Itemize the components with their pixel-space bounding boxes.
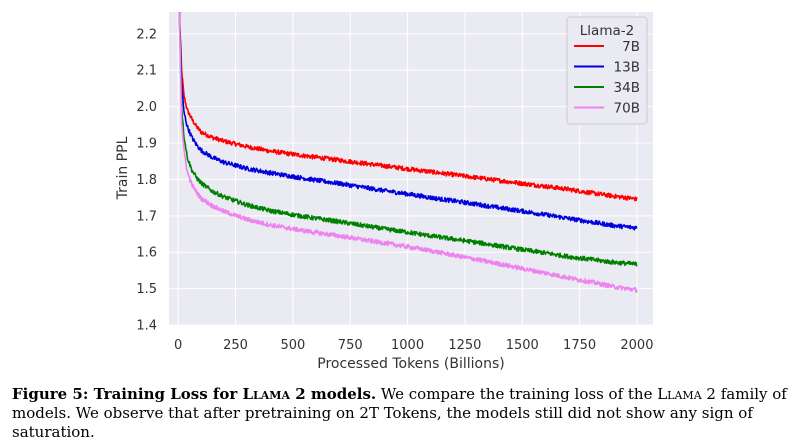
x-axis-label: Processed Tokens (Billions) xyxy=(317,356,504,372)
x-tick-label: 1750 xyxy=(563,338,596,353)
series-lines xyxy=(178,12,638,293)
caption-model-name-2: Llama 2 xyxy=(657,385,716,403)
x-tick-label: 0 xyxy=(174,338,182,353)
x-tick-label: 2000 xyxy=(620,338,653,353)
legend-label: 7B xyxy=(622,39,640,55)
y-axis-label: Train PPL xyxy=(115,136,131,200)
legend-label: 34B xyxy=(614,80,640,96)
caption-text-1: We compare the training loss of the xyxy=(376,385,658,403)
grid-lines xyxy=(169,12,653,326)
y-tick-label: 1.8 xyxy=(136,173,157,188)
y-tick-label: 1.5 xyxy=(136,282,157,297)
x-tick-label: 500 xyxy=(280,338,305,353)
series-line-13B xyxy=(178,12,638,231)
y-tick-label: 2.2 xyxy=(136,27,157,42)
y-tick-label: 1.4 xyxy=(136,319,157,334)
series-line-34B xyxy=(178,12,638,267)
x-tick-label: 750 xyxy=(338,338,363,353)
y-tick-labels: 1.4 1.5 1.6 1.7 1.8 1.9 2.0 2.1 2.2 xyxy=(136,27,157,333)
legend-label: 13B xyxy=(614,60,640,76)
legend-label: 70B xyxy=(614,101,640,117)
y-tick-label: 2.1 xyxy=(136,64,157,79)
x-tick-label: 1500 xyxy=(506,338,539,353)
legend-title: Llama-2 xyxy=(580,23,634,39)
y-tick-label: 1.9 xyxy=(136,137,157,152)
legend-items: 7B 13B 34B 70B xyxy=(574,39,640,117)
training-loss-chart: 1.4 1.5 1.6 1.7 1.8 1.9 2.0 2.1 2.2 0 250 500 750 10… xyxy=(115,12,653,372)
caption-model-name: Llama 2 xyxy=(242,385,306,403)
x-tick-labels: 0 250 500 750 1000 1250 1500 1750 2000 xyxy=(174,338,653,353)
caption-label: Figure 5: Training Loss for Llama 2 mode… xyxy=(12,385,377,403)
y-tick-label: 2.0 xyxy=(136,100,157,115)
y-tick-label: 1.6 xyxy=(136,246,157,261)
x-tick-label: 1000 xyxy=(391,338,424,353)
figure-caption: Figure 5: Training Loss for Llama 2 mode… xyxy=(12,385,802,442)
series-line-7B xyxy=(178,12,638,202)
legend-box xyxy=(566,16,648,125)
y-tick-label: 1.7 xyxy=(136,209,157,224)
x-tick-label: 1250 xyxy=(448,338,481,353)
x-tick-label: 250 xyxy=(223,338,248,353)
legend: Llama-2 7B 13B 34B 70B xyxy=(566,16,648,125)
series-line-70B xyxy=(178,12,638,293)
